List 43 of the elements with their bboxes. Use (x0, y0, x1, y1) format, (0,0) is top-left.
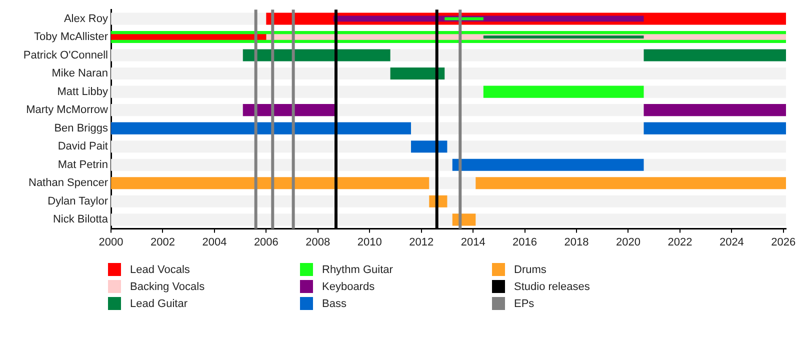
legend-label: Keyboards (322, 280, 375, 292)
x-tick-label: 2022 (668, 236, 692, 248)
bar (644, 104, 786, 116)
legend-label: Lead Guitar (130, 298, 188, 310)
legend-label: Bass (322, 298, 346, 310)
legend-label: Backing Vocals (130, 280, 205, 292)
y-tick-label: Alex Roy (64, 12, 108, 25)
x-tick-label: 2024 (719, 236, 744, 248)
bar (452, 158, 644, 171)
bar (390, 68, 445, 80)
x-tick-label: 2018 (564, 236, 589, 248)
legend-label: Drums (514, 264, 546, 276)
bar (411, 140, 448, 153)
y-tick-label: Ben Briggs (54, 122, 108, 134)
x-tick-label: 2002 (150, 236, 175, 248)
x-tick-label: 2004 (202, 236, 227, 248)
bar (644, 122, 786, 134)
x-tick-label: 2026 (771, 236, 796, 248)
y-tick-label: Marty McMorrow (26, 104, 108, 116)
y-tick-label: Dylan Taylor (48, 195, 108, 208)
legend-label: Lead Vocals (130, 264, 190, 276)
x-tick-label: 2000 (98, 236, 124, 248)
x-tick-label: 2010 (357, 236, 382, 248)
y-tick-label: Nathan Spencer (28, 177, 108, 190)
x-tick-label: 2016 (512, 236, 538, 248)
y-tick-label: Mike Naran (52, 68, 108, 80)
legend-label: EPs (514, 298, 534, 310)
x-tick-label: 2014 (460, 236, 486, 248)
y-tick-label: Matt Libby (57, 86, 108, 98)
legend-label: Rhythm Guitar (322, 264, 393, 276)
y-tick-label: Nick Bilotta (52, 214, 109, 226)
y-tick-label: Mat Petrin (58, 158, 108, 171)
y-tick-label: Toby McAllister (34, 31, 108, 44)
bar (644, 49, 786, 62)
x-tick-label: 2006 (254, 236, 278, 248)
y-tick-label: David Pait (58, 140, 108, 153)
x-tick-label: 2008 (306, 236, 330, 248)
bar (242, 49, 390, 62)
x-tick-label: 2012 (409, 236, 434, 248)
legend-label: Studio releases (514, 280, 590, 292)
x-tick-label: 2020 (616, 236, 640, 248)
y-tick-label: Patrick O'Connell (23, 49, 108, 62)
bar (483, 86, 644, 98)
